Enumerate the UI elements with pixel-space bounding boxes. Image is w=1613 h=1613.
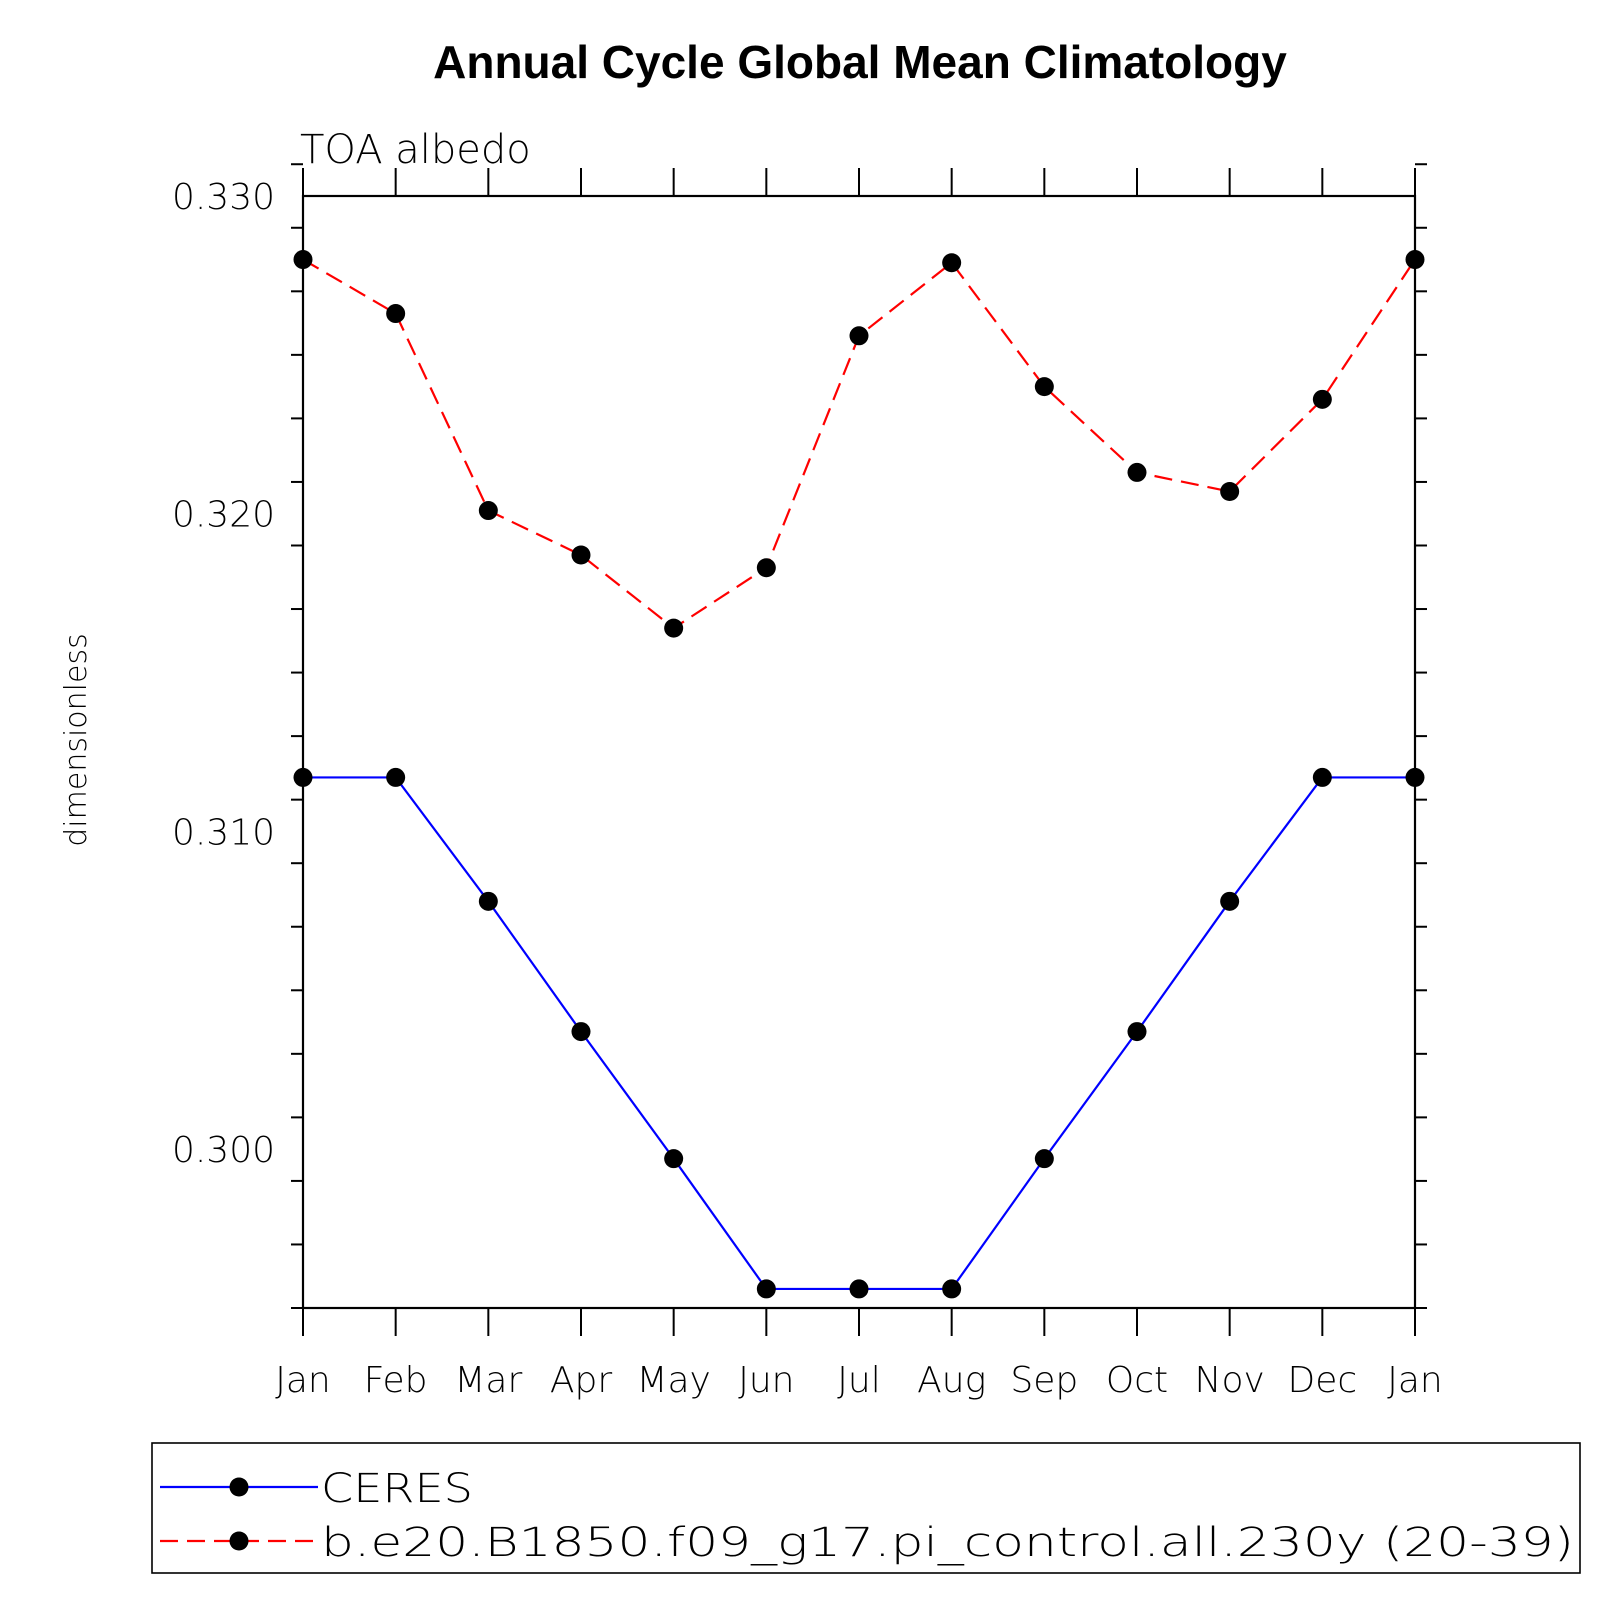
y-tick-label: 0.300 bbox=[172, 1130, 275, 1171]
series-line bbox=[302, 258, 1416, 630]
series-line bbox=[303, 776, 1415, 1291]
data-point bbox=[849, 326, 869, 346]
data-point bbox=[478, 501, 498, 521]
y-tick-label: 0.330 bbox=[172, 177, 275, 218]
legend-label: b.e20.B1850.f09_g17.pi_control.all.230y … bbox=[321, 1520, 1574, 1566]
data-point bbox=[1312, 767, 1332, 787]
data-point bbox=[1034, 1149, 1054, 1169]
data-point bbox=[1034, 377, 1054, 397]
plot-border bbox=[301, 194, 1417, 1310]
y-tick-label: 0.320 bbox=[172, 495, 275, 536]
data-point bbox=[1220, 891, 1240, 911]
x-tick-label: Mar bbox=[454, 1360, 522, 1401]
y-tick-label: 0.310 bbox=[172, 812, 275, 853]
y-axis-label: dimensionless bbox=[59, 633, 94, 846]
data-point bbox=[1127, 1022, 1147, 1042]
chart-subtitle: TOA albedo bbox=[300, 127, 531, 173]
series-layer bbox=[293, 250, 1425, 1299]
data-point bbox=[386, 767, 406, 787]
x-tick-label: Dec bbox=[1287, 1360, 1357, 1401]
series-0 bbox=[293, 767, 1425, 1299]
y-axis: 0.300 0.310 0.320 0.330 bbox=[172, 163, 1427, 1309]
legend-marker bbox=[229, 1531, 249, 1551]
x-tick-label: Jan bbox=[275, 1360, 331, 1401]
legend-entry-1: b.e20.B1850.f09_g17.pi_control.all.230y … bbox=[160, 1520, 1574, 1566]
x-tick-label: Jul bbox=[837, 1360, 880, 1401]
data-point bbox=[571, 545, 591, 565]
x-tick-label: Sep bbox=[1010, 1360, 1078, 1401]
data-point bbox=[849, 1279, 869, 1299]
x-axis: Jan Feb Mar Apr May Jun Jul Aug Sep Oct Nov Dec Jan bbox=[275, 168, 1443, 1401]
plot-frame bbox=[301, 194, 1417, 1310]
legend-box bbox=[151, 1442, 1581, 1574]
x-tick-label: Nov bbox=[1195, 1360, 1265, 1401]
data-point bbox=[664, 1149, 684, 1169]
data-point bbox=[756, 558, 776, 578]
data-point bbox=[386, 304, 406, 324]
data-point bbox=[1220, 481, 1240, 501]
data-point bbox=[942, 1279, 962, 1299]
chart-title: Annual Cycle Global Mean Climatology bbox=[433, 36, 1287, 88]
data-point bbox=[478, 891, 498, 911]
x-tick-label: Apr bbox=[550, 1360, 612, 1401]
data-point bbox=[571, 1022, 591, 1042]
data-point bbox=[293, 767, 313, 787]
data-point bbox=[756, 1279, 776, 1299]
data-point bbox=[1127, 462, 1147, 482]
data-point bbox=[1312, 389, 1332, 409]
x-tick-label: Feb bbox=[364, 1360, 428, 1401]
legend: CERES b.e20.B1850.f09_g17.pi_control.all.… bbox=[151, 1442, 1581, 1574]
legend-marker bbox=[229, 1477, 249, 1497]
series-1 bbox=[293, 250, 1425, 638]
data-point bbox=[942, 253, 962, 273]
x-tick-label: May bbox=[636, 1360, 710, 1401]
legend-entry-0: CERES bbox=[160, 1466, 473, 1512]
data-point bbox=[1405, 250, 1425, 270]
legend-label: CERES bbox=[321, 1466, 473, 1512]
x-tick-label: Jan bbox=[1387, 1360, 1443, 1401]
x-tick-label: Jun bbox=[738, 1360, 794, 1401]
x-tick-label: Oct bbox=[1106, 1360, 1168, 1401]
data-point bbox=[1405, 767, 1425, 787]
data-point bbox=[664, 618, 684, 638]
x-tick-label: Aug bbox=[917, 1360, 986, 1401]
data-point bbox=[293, 250, 313, 270]
